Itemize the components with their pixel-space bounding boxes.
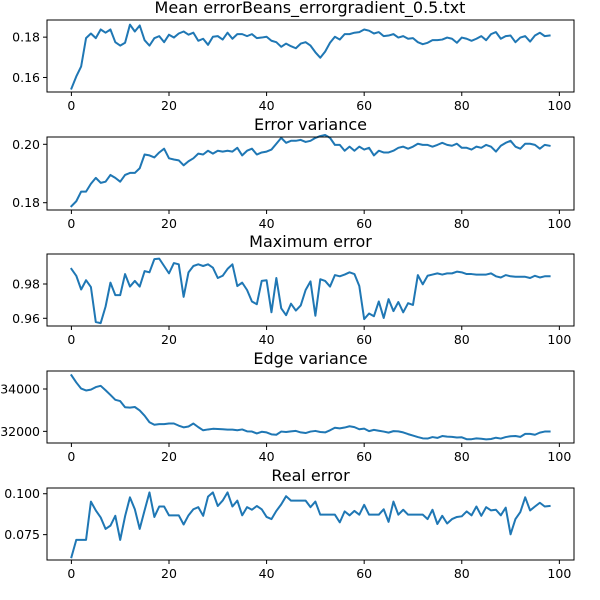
axes-frame <box>46 19 575 93</box>
x-tick-label: 80 <box>454 566 470 581</box>
subplot-title: Real error <box>271 466 350 485</box>
x-tick-label: 100 <box>547 332 571 347</box>
x-tick-label: 100 <box>547 449 571 464</box>
x-tick-label: 60 <box>356 216 372 231</box>
y-tick-label: 0.16 <box>12 70 40 85</box>
x-tick-label: 20 <box>161 566 177 581</box>
y-tick-label: 0.20 <box>12 137 40 152</box>
subplot-2: Error variance 0 20 40 60 80 100 0.18 0.20 <box>12 115 575 231</box>
y-tick-label: 34000 <box>0 382 40 397</box>
series-line <box>70 373 551 441</box>
subplot-title: Edge variance <box>253 349 367 368</box>
series-line <box>69 133 551 208</box>
x-tick-label: 40 <box>259 98 275 113</box>
x-tick-label: 40 <box>259 332 275 347</box>
axes-frame <box>46 370 575 444</box>
series-line <box>70 23 551 90</box>
axes-frame <box>46 136 575 211</box>
x-tick-label: 60 <box>356 449 372 464</box>
y-tick-label: 0.18 <box>12 30 40 45</box>
axes-frame <box>46 487 575 561</box>
x-tick-label: 20 <box>161 332 177 347</box>
subplot-1: 0 20 40 60 80 100 0.16 0.18 <box>12 19 575 113</box>
x-tick-label: 60 <box>356 566 372 581</box>
y-tick-label: 32000 <box>0 424 40 439</box>
x-tick-label: 0 <box>67 566 75 581</box>
axes-frame <box>46 253 575 327</box>
subplot-4: Edge variance 0 20 40 60 80 100 32000 34000 <box>0 349 575 464</box>
series-line <box>70 491 551 559</box>
x-tick-label: 80 <box>454 332 470 347</box>
y-tick-label: 0.96 <box>12 311 40 326</box>
x-tick-label: 60 <box>356 332 372 347</box>
x-tick-label: 0 <box>67 332 75 347</box>
y-tick-label: 0.98 <box>12 277 40 292</box>
x-tick-label: 20 <box>161 98 177 113</box>
subplot-title: Maximum error <box>249 232 372 251</box>
subplot-5: Real error 0 20 40 60 80 100 0.075 0.100 <box>4 466 575 581</box>
x-tick-label: 40 <box>259 216 275 231</box>
x-tick-label: 0 <box>67 216 75 231</box>
x-tick-label: 80 <box>454 449 470 464</box>
subplot-3: Maximum error 0 20 40 60 80 100 0.96 0.98 <box>12 232 575 347</box>
x-tick-label: 20 <box>161 216 177 231</box>
x-tick-label: 20 <box>161 449 177 464</box>
x-tick-label: 0 <box>67 449 75 464</box>
x-tick-label: 0 <box>67 98 75 113</box>
series-line <box>70 257 551 325</box>
subplot-title: Error variance <box>254 115 367 134</box>
y-tick-label: 0.075 <box>4 527 40 542</box>
x-tick-label: 80 <box>454 98 470 113</box>
y-tick-label: 0.18 <box>12 195 40 210</box>
x-tick-label: 60 <box>356 98 372 113</box>
figure-title: Mean errorBeans_errorgradient_0.5.txt <box>155 0 466 18</box>
subplots-group: 0 20 40 60 80 100 0.16 0.18 Error variance 0 20 40 6… <box>0 19 575 581</box>
x-tick-label: 100 <box>547 216 571 231</box>
x-tick-label: 100 <box>547 566 571 581</box>
x-tick-label: 80 <box>454 216 470 231</box>
x-tick-label: 100 <box>547 98 571 113</box>
x-tick-label: 40 <box>259 449 275 464</box>
y-tick-label: 0.100 <box>4 486 40 501</box>
x-tick-label: 40 <box>259 566 275 581</box>
